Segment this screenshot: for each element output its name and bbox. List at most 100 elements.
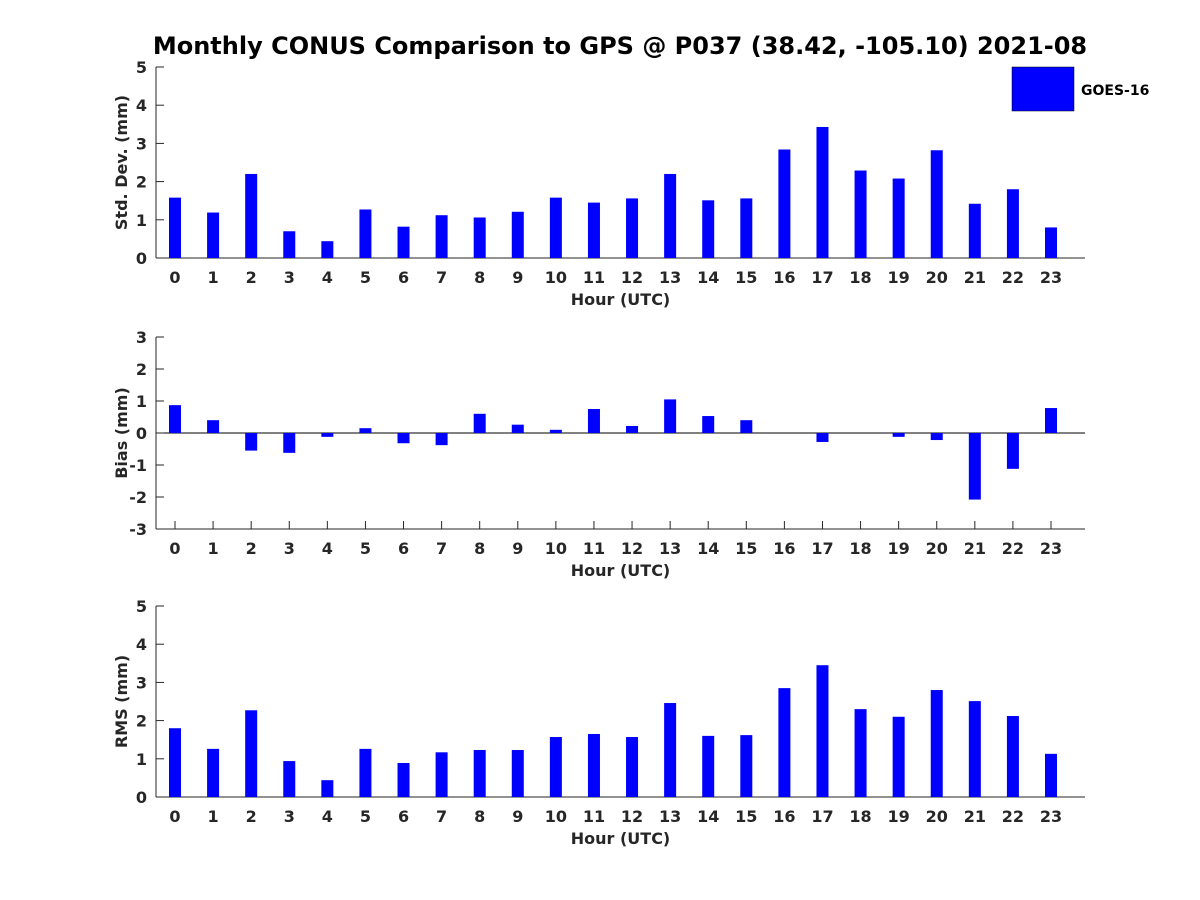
rms-x-tick-label: 4 [322, 807, 333, 826]
rms-bar [587, 733, 600, 797]
std-dev-bar [1006, 189, 1019, 258]
rms-x-tick-label: 16 [773, 807, 795, 826]
rms-bar [359, 748, 372, 797]
bias-bar [892, 433, 905, 437]
bias-bar [1006, 433, 1019, 469]
rms-x-tick-label: 23 [1040, 807, 1062, 826]
bias-y-tick-label: -2 [129, 488, 147, 507]
bias-x-tick-label: 18 [849, 539, 871, 558]
std-dev-x-tick-label: 13 [659, 268, 681, 287]
rms-x-tick-label: 15 [735, 807, 757, 826]
rms-bar [1006, 716, 1019, 797]
std-dev-x-tick-label: 5 [360, 268, 371, 287]
rms-bar [664, 703, 677, 797]
rms-x-tick-label: 7 [436, 807, 447, 826]
rms-x-tick-label: 10 [545, 807, 567, 826]
std-dev-bar [511, 211, 524, 258]
std-dev-x-tick-label: 22 [1002, 268, 1024, 287]
rms-bar [930, 690, 943, 797]
bias-x-tick-label: 17 [811, 539, 833, 558]
std-dev-x-tick-label: 6 [398, 268, 409, 287]
std-dev-bar [473, 217, 486, 258]
std-dev-y-tick-label: 3 [136, 134, 147, 153]
std-dev-x-tick-label: 11 [583, 268, 605, 287]
rms-y-tick-label: 2 [136, 712, 147, 731]
bias-bar [435, 433, 448, 446]
std-dev-x-tick-label: 0 [169, 268, 180, 287]
bias-x-tick-label: 2 [246, 539, 257, 558]
std-dev-bar [359, 209, 372, 258]
rms-bar [968, 701, 981, 797]
bias-bar [968, 433, 981, 500]
rms-x-tick-label: 22 [1002, 807, 1024, 826]
std-dev-y-tick-label: 0 [136, 249, 147, 268]
bias-y-tick-label: -1 [129, 456, 147, 475]
std-dev-bar [968, 203, 981, 258]
rms-x-tick-label: 12 [621, 807, 643, 826]
bias-x-tick-label: 7 [436, 539, 447, 558]
rms-x-tick-label: 8 [474, 807, 485, 826]
rms-x-tick-label: 5 [360, 807, 371, 826]
rms-bar [549, 737, 562, 797]
std-dev-bar [702, 200, 715, 258]
rms-y-tick-label: 4 [136, 635, 147, 654]
rms-x-tick-label: 0 [169, 807, 180, 826]
std-dev-bar [1045, 227, 1057, 258]
std-dev-x-tick-label: 14 [697, 268, 719, 287]
std-dev-bar [435, 215, 448, 258]
rms-x-tick-label: 21 [964, 807, 986, 826]
std-dev-bar [626, 198, 639, 258]
rms-bar [702, 735, 715, 797]
bias-x-tick-label: 19 [888, 539, 910, 558]
legend: GOES-16 [1011, 66, 1149, 112]
rms-bar [892, 716, 905, 797]
std-dev-x-tick-label: 12 [621, 268, 643, 287]
rms-bar [169, 728, 181, 797]
std-dev-x-tick-label: 2 [246, 268, 257, 287]
bias-x-tick-label: 9 [512, 539, 523, 558]
rms-bar [778, 688, 791, 797]
bias-x-tick-label: 6 [398, 539, 409, 558]
bias-bar [359, 428, 372, 433]
bias-bar [702, 416, 715, 433]
rms-x-tick-label: 18 [849, 807, 871, 826]
std-dev-bar [930, 150, 943, 258]
rms-x-tick-label: 6 [398, 807, 409, 826]
std-dev-x-tick-label: 10 [545, 268, 567, 287]
std-dev-bar [892, 178, 905, 258]
bias-x-tick-label: 1 [208, 539, 219, 558]
rms-bar [740, 735, 753, 797]
rms-y-tick-label: 0 [136, 788, 147, 807]
rms-x-tick-label: 3 [284, 807, 295, 826]
std-dev-bar [397, 226, 410, 258]
std-dev-x-tick-label: 16 [773, 268, 795, 287]
legend-swatch [1011, 66, 1075, 112]
chart-title: Monthly CONUS Comparison to GPS @ P037 (… [153, 32, 1087, 60]
rms-x-tick-label: 1 [208, 807, 219, 826]
bias-bar [169, 405, 181, 433]
rms-bar [626, 737, 639, 797]
std-dev-x-label: Hour (UTC) [571, 290, 671, 309]
std-dev-bar [778, 149, 791, 258]
std-dev-x-tick-label: 9 [512, 268, 523, 287]
bias-bar [473, 413, 486, 433]
bias-bar [930, 433, 943, 441]
std-dev-bar [854, 170, 867, 258]
rms-y-label: RMS (mm) [112, 655, 131, 748]
bias-bar [626, 425, 639, 433]
bias-x-tick-label: 15 [735, 539, 757, 558]
std-dev-bar [664, 173, 677, 258]
rms-bar [321, 780, 334, 797]
bias-bar [283, 433, 296, 453]
bias-x-tick-label: 10 [545, 539, 567, 558]
bias-y-tick-label: 1 [136, 392, 147, 411]
std-dev-bar [207, 212, 220, 258]
std-dev-x-tick-label: 4 [322, 268, 333, 287]
rms-y-tick-label: 3 [136, 673, 147, 692]
std-dev-y-tick-label: 2 [136, 173, 147, 192]
rms-bar [435, 752, 448, 797]
rms-bar [1045, 753, 1057, 797]
std-dev-x-tick-label: 15 [735, 268, 757, 287]
